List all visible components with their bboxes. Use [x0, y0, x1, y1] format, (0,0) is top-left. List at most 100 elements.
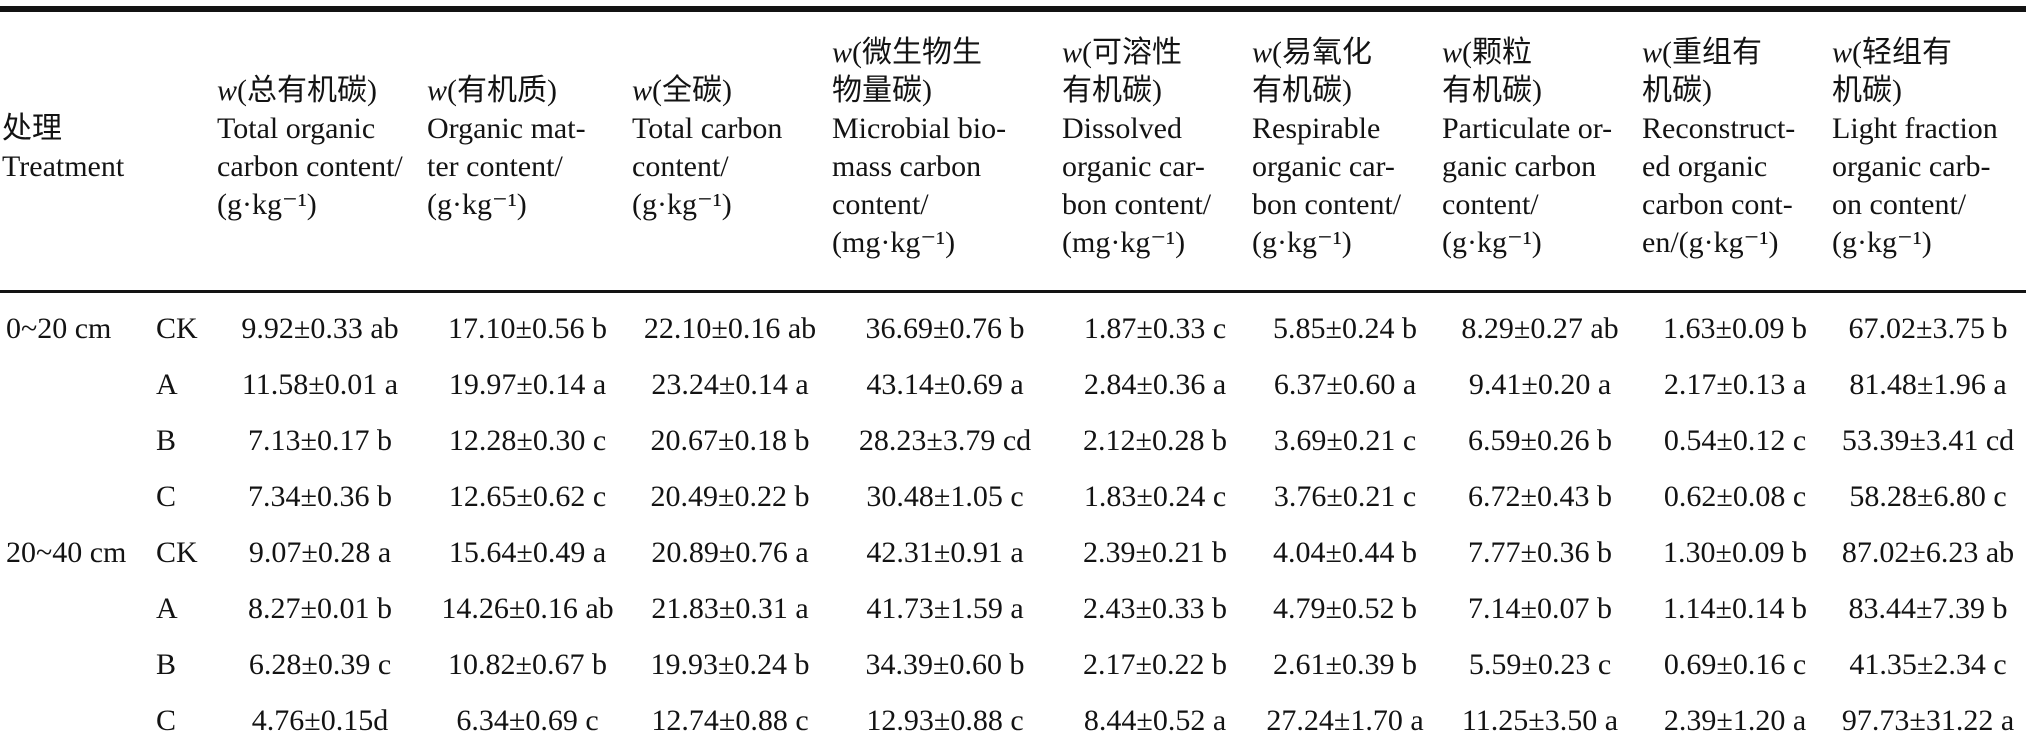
table-row: A 8.27±0.01 b 14.26±0.16 ab 21.83±0.31 a… [0, 581, 2026, 637]
treatment-cell: CK [156, 536, 198, 569]
table-row: B 6.28±0.39 c 10.82±0.67 b 19.93±0.24 b … [0, 637, 2026, 693]
table-cell: 20.89±0.76 a [651, 536, 809, 569]
table-cell: 34.39±0.60 b [865, 648, 1025, 681]
table-cell: 22.10±0.16 ab [643, 312, 817, 345]
table-cell: 2.84±0.36 a [1083, 368, 1227, 401]
depth-cell [0, 469, 150, 525]
header-text: (全碳) Total carbon content/ (g·kg⁻¹) [632, 74, 783, 221]
table-cell: 83.44±7.39 b [1848, 592, 2008, 625]
table-cell: 19.93±0.24 b [650, 648, 810, 681]
table-cell: 4.04±0.44 b [1273, 536, 1417, 569]
table-cell: 2.17±0.22 b [1083, 648, 1227, 681]
column-header-reconstructed-organic-carbon: w(重组有 机碳) Reconstruct- ed organic carbon… [1640, 9, 1830, 293]
treatment-cell: A [156, 368, 178, 401]
treatment-cell: A [156, 592, 178, 625]
table-cell: 5.85±0.24 b [1273, 312, 1417, 345]
table-cell: 9.41±0.20 a [1468, 368, 1612, 401]
table-cell: 0.62±0.08 c [1663, 480, 1807, 513]
w-symbol: w [1642, 36, 1663, 69]
treatment-cell: CK [156, 312, 198, 345]
header-text: (易氧化 有机碳) Respirable organic car- bon co… [1252, 36, 1402, 259]
table-row: C 4.76±0.15d 6.34±0.69 c 12.74±0.88 c 12… [0, 693, 2026, 744]
table-cell: 97.73±31.22 a [1841, 704, 2015, 737]
column-header-treatment: 处理 Treatment [0, 9, 215, 293]
w-symbol: w [1252, 36, 1273, 69]
depth-cell: 20~40 cm [6, 536, 127, 569]
depth-cell [0, 581, 150, 637]
table-cell: 87.02±6.23 ab [1841, 536, 2015, 569]
w-symbol: w [1442, 36, 1463, 69]
table-cell: 12.65±0.62 c [448, 480, 607, 513]
table-cell: 20.49±0.22 b [650, 480, 810, 513]
table-cell: 7.13±0.17 b [248, 424, 392, 457]
table-cell: 8.44±0.52 a [1083, 704, 1227, 737]
w-symbol: w [217, 74, 238, 107]
table-cell: 3.76±0.21 c [1273, 480, 1417, 513]
table-cell: 27.24±1.70 a [1266, 704, 1424, 737]
column-header-total-organic-carbon: w(总有机碳) Total organic carbon content/ (g… [215, 9, 425, 293]
depth-cell [0, 693, 150, 744]
table-cell: 30.48±1.05 c [866, 480, 1024, 513]
table-cell: 1.87±0.33 c [1083, 312, 1227, 345]
w-symbol: w [632, 74, 653, 107]
table-cell: 81.48±1.96 a [1849, 368, 2007, 401]
treatment-cell: B [156, 648, 177, 681]
table-cell: 1.14±0.14 b [1663, 592, 1807, 625]
table-cell: 10.82±0.67 b [448, 648, 607, 681]
table-cell: 20.67±0.18 b [650, 424, 810, 457]
table-cell: 9.92±0.33 ab [241, 312, 399, 345]
header-text: (微生物生 物量碳) Microbial bio- mass carbon co… [832, 36, 1007, 259]
table-cell: 7.77±0.36 b [1468, 536, 1612, 569]
table-cell: 2.43±0.33 b [1083, 592, 1227, 625]
table-cell: 36.69±0.76 b [865, 312, 1025, 345]
depth-cell [0, 637, 150, 693]
table-cell: 2.39±1.20 a [1663, 704, 1807, 737]
table-cell: 14.26±0.16 ab [441, 592, 614, 625]
column-header-respirable-organic-carbon: w(易氧化 有机碳) Respirable organic car- bon c… [1250, 9, 1440, 293]
table-row: A 11.58±0.01 a 19.97±0.14 a 23.24±0.14 a… [0, 357, 2026, 413]
table-cell: 2.39±0.21 b [1083, 536, 1227, 569]
header-row: 处理 Treatment w(总有机碳) Total organic carbo… [0, 9, 2026, 293]
table-cell: 8.27±0.01 b [248, 592, 392, 625]
table-cell: 2.17±0.13 a [1663, 368, 1807, 401]
table-cell: 4.76±0.15d [251, 704, 389, 737]
table-cell: 9.07±0.28 a [248, 536, 392, 569]
treatment-cell: C [156, 480, 177, 513]
w-symbol: w [1062, 36, 1083, 69]
depth-cell [0, 357, 150, 413]
column-header-microbial-biomass-carbon: w(微生物生 物量碳) Microbial bio- mass carbon c… [830, 9, 1060, 293]
table-cell: 11.25±3.50 a [1461, 704, 1619, 737]
table-cell: 0.69±0.16 c [1663, 648, 1807, 681]
table-cell: 6.34±0.69 c [456, 704, 599, 737]
w-symbol: w [832, 36, 853, 69]
table-cell: 7.14±0.07 b [1468, 592, 1612, 625]
header-text: (颗粒 有机碳) Particulate or- ganic carbon co… [1442, 36, 1613, 259]
table-row: 20~40 cm CK 9.07±0.28 a 15.64±0.49 a 20.… [0, 525, 2026, 581]
table-cell: 2.12±0.28 b [1083, 424, 1227, 457]
column-header-total-carbon: w(全碳) Total carbon content/ (g·kg⁻¹) [630, 9, 830, 293]
column-header-particulate-organic-carbon: w(颗粒 有机碳) Particulate or- ganic carbon c… [1440, 9, 1640, 293]
treatment-cell: B [156, 424, 177, 457]
table-cell: 0.54±0.12 c [1663, 424, 1807, 457]
table-cell: 11.58±0.01 a [241, 368, 399, 401]
table-cell: 17.10±0.56 b [448, 312, 607, 345]
table-cell: 6.59±0.26 b [1468, 424, 1612, 457]
table-cell: 1.30±0.09 b [1663, 536, 1807, 569]
table-cell: 2.61±0.39 b [1273, 648, 1417, 681]
table-cell: 21.83±0.31 a [651, 592, 809, 625]
soil-carbon-table: 处理 Treatment w(总有机碳) Total organic carbo… [0, 6, 2026, 744]
table-row: B 7.13±0.17 b 12.28±0.30 c 20.67±0.18 b … [0, 413, 2026, 469]
table-cell: 23.24±0.14 a [651, 368, 809, 401]
table-cell: 12.93±0.88 c [866, 704, 1024, 737]
table-cell: 6.28±0.39 c [248, 648, 392, 681]
table-cell: 12.28±0.30 c [448, 424, 607, 457]
table-cell: 1.83±0.24 c [1083, 480, 1227, 513]
table-cell: 5.59±0.23 c [1468, 648, 1612, 681]
table-cell: 3.69±0.21 c [1273, 424, 1417, 457]
header-text: (有机质) Organic mat- ter content/ (g·kg⁻¹) [427, 74, 586, 221]
table-cell: 1.63±0.09 b [1663, 312, 1807, 345]
table-cell: 28.23±3.79 cd [858, 424, 1032, 457]
depth-cell: 0~20 cm [6, 312, 112, 345]
table-cell: 12.74±0.88 c [651, 704, 809, 737]
table-cell: 42.31±0.91 a [866, 536, 1024, 569]
